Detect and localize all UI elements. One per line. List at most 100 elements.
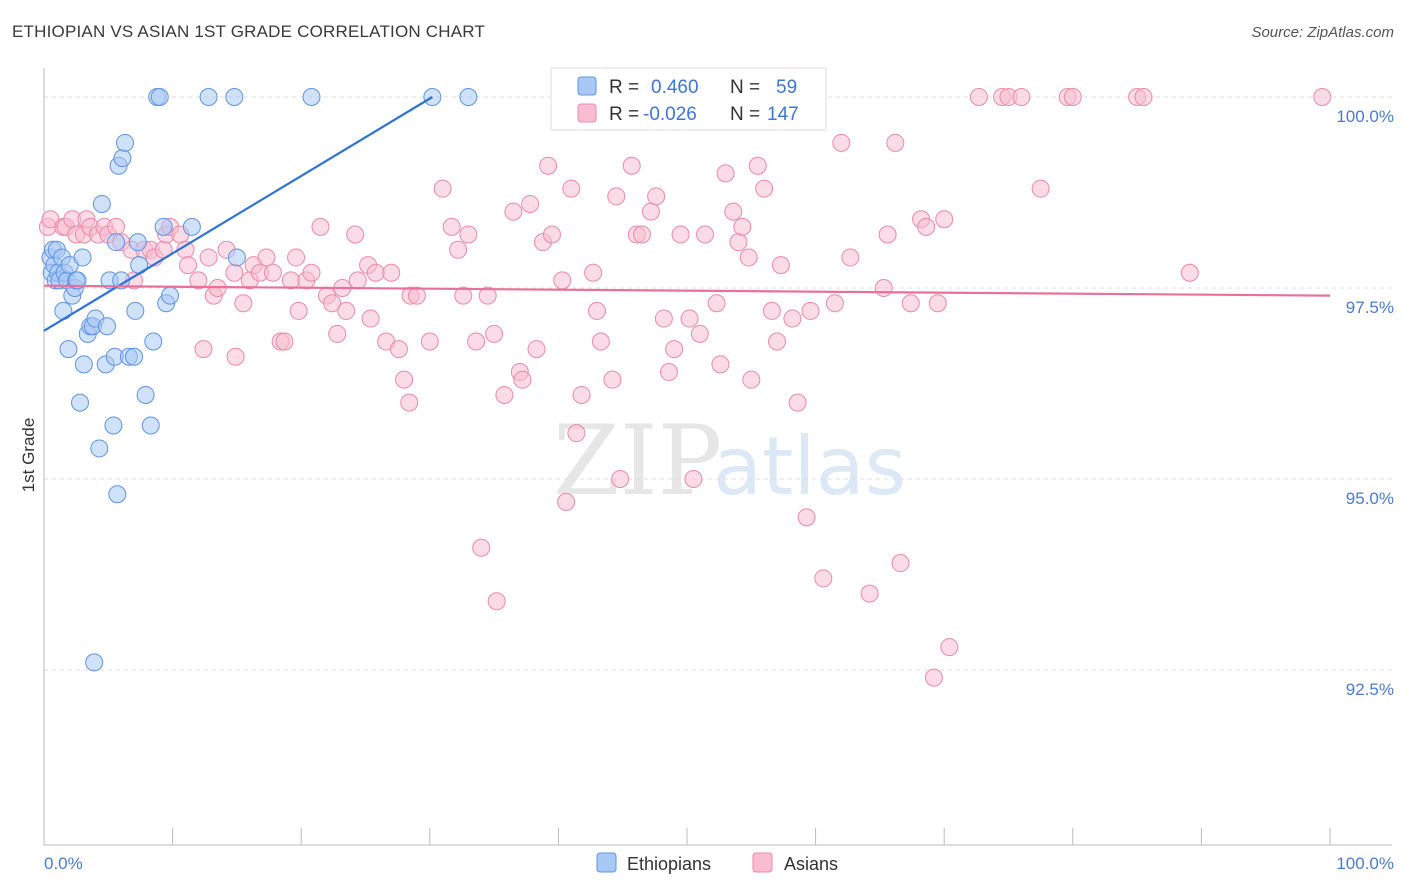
asian-point — [513, 370, 532, 389]
asian-point — [194, 340, 213, 359]
y-tick-label: 97.5% — [1346, 298, 1394, 317]
asian-point — [928, 294, 947, 313]
asian-point — [389, 340, 408, 359]
bottom-legend-label-asians: Asians — [784, 854, 838, 874]
asian-point — [891, 554, 910, 573]
y-tick-labels: 92.5% 95.0% 97.5% 100.0% — [1336, 107, 1394, 699]
legend-n-label-asians: N = — [730, 104, 760, 125]
x-tick-label-100: 100.0% — [1336, 854, 1394, 873]
asian-point — [603, 370, 622, 389]
asian-point — [584, 263, 603, 282]
legend-swatch-asians — [577, 103, 597, 123]
legend-box — [550, 67, 827, 131]
gridlines — [44, 96, 1392, 671]
ethiopian-point — [126, 301, 145, 320]
bottom-legend-swatch-asians — [752, 852, 773, 873]
asian-point — [281, 271, 300, 290]
ethiopian-point — [199, 88, 218, 106]
asian-point — [287, 248, 306, 267]
x-tick-label-0: 0.0% — [44, 854, 83, 873]
asian-point — [337, 301, 356, 320]
asian-point — [407, 286, 426, 305]
asian-point — [478, 286, 497, 305]
asian-point — [302, 263, 321, 282]
asian-point — [729, 233, 748, 252]
asian-point — [762, 301, 781, 320]
legend-n-value-ethiopians: 59 — [776, 77, 797, 98]
ethiopian-point — [125, 347, 144, 366]
asian-point — [382, 263, 401, 282]
asian-point — [400, 393, 419, 412]
asian-point — [825, 294, 844, 313]
asian-point — [665, 340, 684, 359]
y-tick-label: 100.0% — [1336, 107, 1394, 126]
asian-point — [567, 424, 586, 443]
ethiopian-point — [113, 149, 132, 168]
asian-point — [257, 248, 276, 267]
asian-point — [969, 88, 988, 106]
ethiopian-point — [73, 248, 92, 267]
asian-point — [226, 347, 245, 366]
asian-point — [539, 156, 558, 175]
asian-point — [801, 301, 820, 320]
asian-point — [591, 332, 610, 351]
asian-point — [1180, 263, 1199, 282]
asian-point — [874, 279, 893, 297]
asian-point — [739, 248, 758, 267]
asian-point — [935, 210, 954, 229]
ethiopian-point — [74, 355, 93, 374]
legend-r-value-ethiopians: 0.460 — [651, 77, 699, 98]
asian-point — [716, 164, 735, 183]
ethiopian-point — [225, 88, 244, 106]
asian-point — [107, 217, 126, 236]
bottom-legend-swatch-ethiopians — [596, 852, 617, 873]
ethiopian-point — [459, 88, 478, 106]
ethiopian-point — [161, 286, 180, 305]
asian-point — [755, 179, 774, 198]
asian-point — [495, 385, 514, 404]
asian-point — [1134, 88, 1153, 106]
legend-n-label-ethiopians: N = — [730, 77, 760, 98]
asian-point — [459, 225, 478, 244]
chart-title: ETHIOPIAN VS ASIAN 1ST GRADE CORRELATION… — [12, 22, 486, 41]
ethiopian-point — [128, 233, 147, 252]
legend-r-label-asians: R = — [609, 104, 639, 125]
ethiopian-point — [116, 133, 135, 152]
asian-point — [454, 286, 473, 305]
asian-point — [395, 370, 414, 389]
asian-point — [878, 225, 897, 244]
trend-lines — [43, 96, 1331, 332]
asian-point — [724, 202, 743, 221]
ethiopian-point — [98, 317, 117, 336]
legend-swatch-ethiopians — [577, 76, 597, 96]
asian-point — [690, 324, 709, 343]
asian-point — [684, 470, 703, 488]
asian-point — [832, 133, 851, 152]
asian-point — [814, 569, 833, 588]
legend-r-label-ethiopians: R = — [609, 77, 639, 98]
asian-point — [572, 385, 591, 404]
ethiopian-point — [182, 217, 201, 236]
asian-point — [860, 584, 879, 603]
ethiopian-point — [104, 416, 123, 435]
asian-point — [328, 324, 347, 343]
asian-point — [1063, 88, 1082, 106]
ethiopian-point — [144, 332, 163, 351]
ethiopian-point — [154, 217, 173, 236]
asian-point — [607, 187, 626, 206]
chart-source: Source: ZipAtlas.com — [1251, 24, 1394, 41]
asian-point — [289, 301, 308, 320]
series-legend: Ethiopians Asians — [596, 852, 838, 874]
asian-point — [886, 133, 905, 152]
y-axis-label: 1st Grade — [19, 418, 38, 493]
asian-point — [924, 668, 943, 687]
asian-point — [696, 225, 715, 244]
asian-point — [311, 217, 330, 236]
asian-point — [797, 508, 816, 527]
ethiopian-point — [90, 439, 109, 458]
watermark-zip: ZIP — [553, 405, 722, 517]
asian-point — [504, 202, 523, 221]
asian-point — [366, 263, 385, 282]
asian-point — [917, 217, 936, 236]
legend-n-value-asians: 147 — [767, 104, 799, 125]
